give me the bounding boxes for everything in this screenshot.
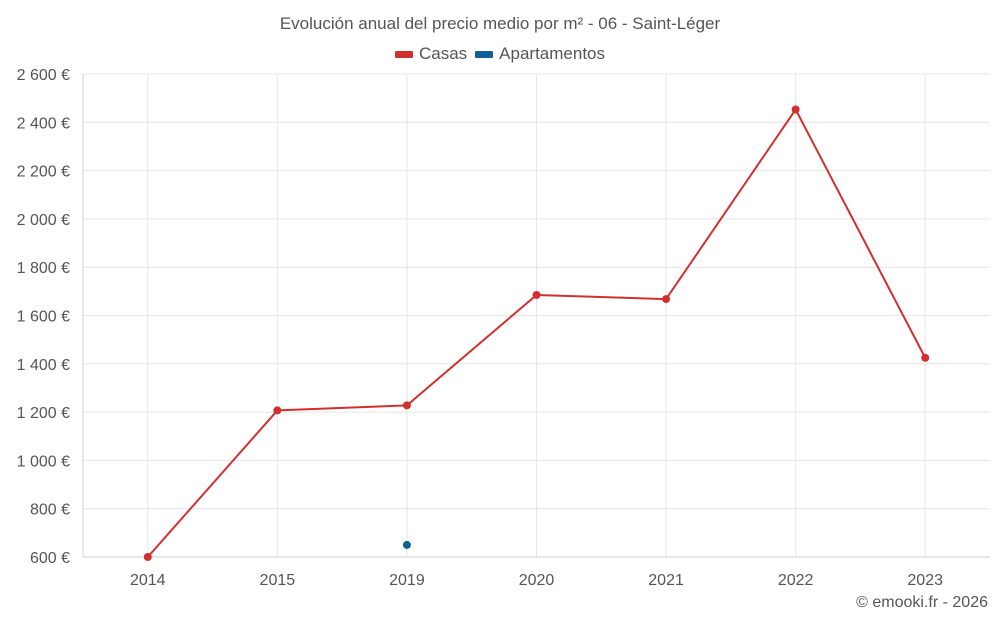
data-point-casas bbox=[143, 553, 152, 561]
data-point-casas bbox=[662, 295, 671, 304]
y-tick-label: 1 000 € bbox=[17, 453, 70, 470]
y-tick-label: 1 400 € bbox=[17, 357, 70, 374]
x-tick-label: 2015 bbox=[260, 572, 296, 589]
x-tick-label: 2021 bbox=[648, 572, 684, 589]
series-layer bbox=[143, 105, 930, 561]
y-tick-label: 600 € bbox=[30, 550, 70, 567]
x-tick-label: 2014 bbox=[130, 572, 166, 589]
grid-lines bbox=[83, 73, 990, 557]
data-point-casas bbox=[532, 290, 541, 299]
x-tick-label: 2019 bbox=[389, 572, 425, 589]
legend-item-apartamentos[interactable]: Apartamentos bbox=[475, 44, 605, 64]
data-point-casas bbox=[921, 353, 930, 362]
credit-text: © emooki.fr - 2026 bbox=[856, 594, 988, 611]
data-point-casas bbox=[402, 401, 411, 410]
y-tick-label: 2 200 € bbox=[17, 164, 70, 181]
legend-swatch-apartamentos bbox=[475, 50, 494, 58]
y-tick-label: 2 000 € bbox=[17, 212, 70, 229]
y-tick-label: 800 € bbox=[30, 502, 70, 519]
data-point-casas bbox=[791, 105, 800, 114]
legend-swatch-casas bbox=[394, 50, 413, 58]
x-tick-label: 2020 bbox=[519, 572, 555, 589]
y-tick-label: 1 200 € bbox=[17, 405, 70, 422]
y-tick-label: 1 800 € bbox=[17, 260, 70, 277]
y-tick-label: 2 400 € bbox=[17, 115, 70, 132]
y-axis: 600 € 800 € 1 000 € 1 200 € 1 400 € 1 600 € 1 … bbox=[17, 67, 70, 567]
legend-label-apartamentos: Apartamentos bbox=[499, 44, 606, 63]
y-tick-label: 1 600 € bbox=[17, 309, 70, 326]
legend: Casas Apartamentos bbox=[0, 44, 1000, 64]
legend-label-casas: Casas bbox=[418, 44, 468, 63]
legend-item-casas[interactable]: Casas bbox=[394, 44, 468, 64]
x-axis: 2014 2015 2019 2020 2021 2022 2023 bbox=[82, 74, 990, 589]
data-point-casas bbox=[273, 406, 282, 415]
x-tick-label: 2022 bbox=[778, 572, 814, 589]
data-point-apartamentos bbox=[402, 540, 411, 549]
x-tick-label: 2023 bbox=[907, 572, 943, 589]
y-tick-label: 2 600 € bbox=[17, 67, 70, 84]
chart-title: Evolución anual del precio medio por m² … bbox=[279, 14, 721, 33]
